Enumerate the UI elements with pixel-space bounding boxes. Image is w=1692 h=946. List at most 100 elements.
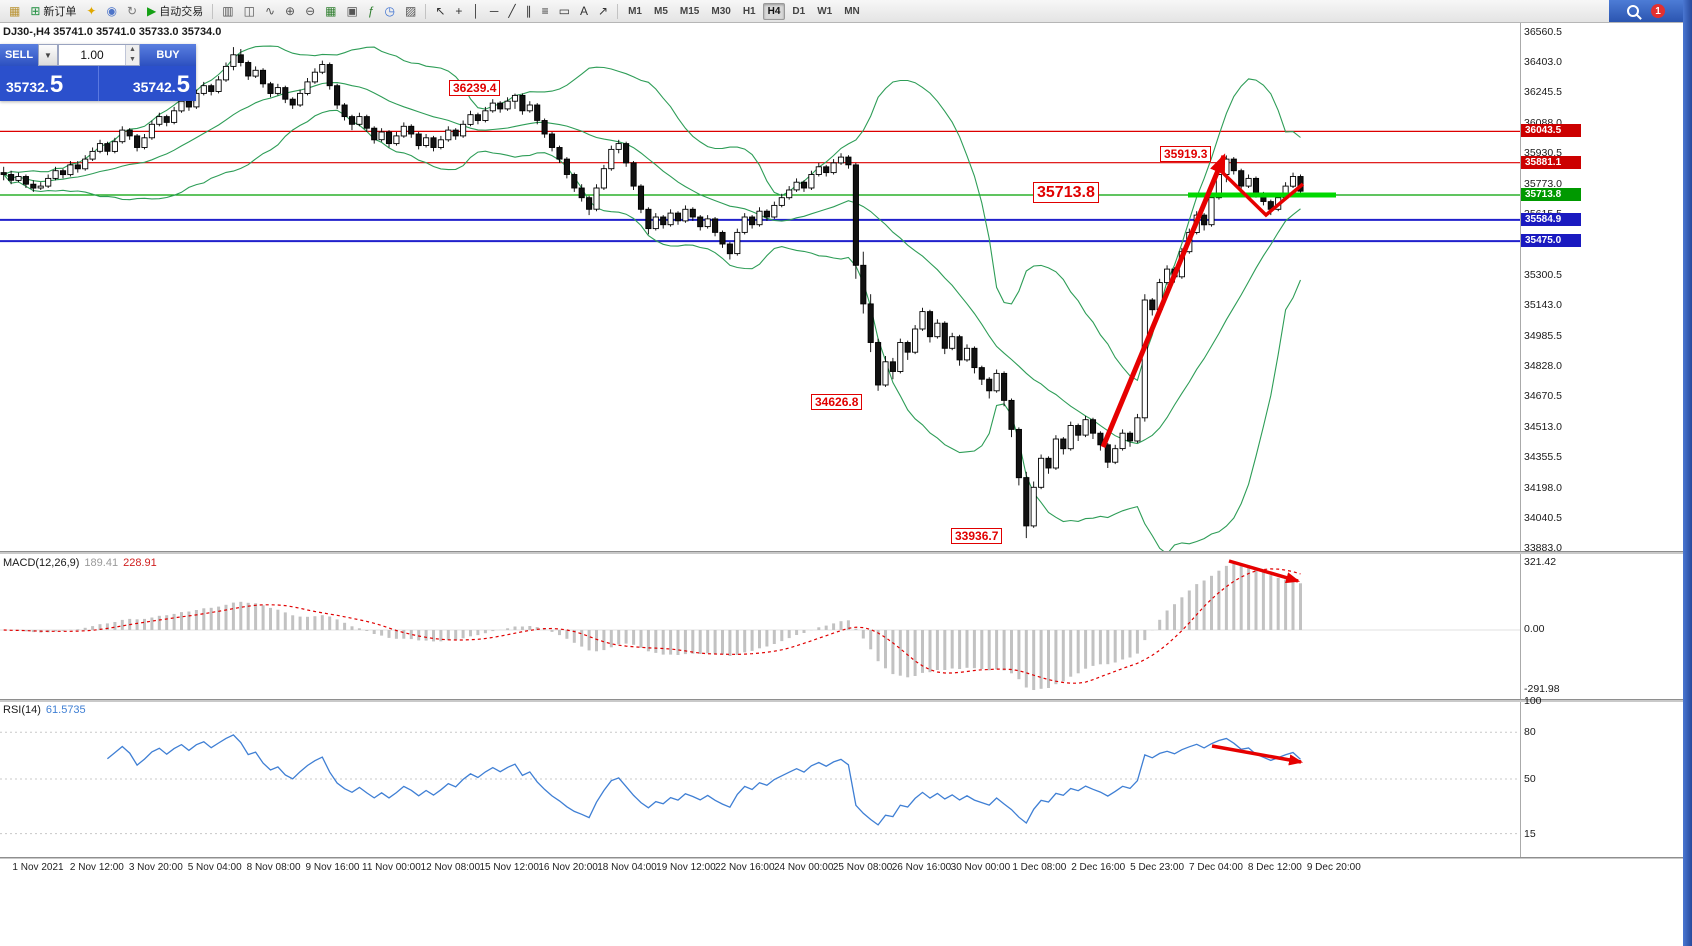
autotrading-button[interactable]: ▶ 自动交易 — [143, 1, 207, 21]
rsi-pane[interactable] — [0, 701, 1520, 857]
timeframe-m5-button[interactable]: M5 — [654, 5, 668, 17]
templates-icon: ▨ — [404, 4, 417, 18]
arrow-tools-icon: ↗ — [598, 4, 609, 18]
toolbar-separator — [425, 3, 427, 19]
price-callout[interactable]: 34626.8 — [811, 394, 863, 410]
rsi-axis-tick: 80 — [1524, 726, 1536, 739]
timeframe-h4-button[interactable]: H4 — [762, 2, 786, 20]
sell-price[interactable]: 35732. 5 — [0, 66, 99, 101]
time-tick: 2 Dec 16:00 — [1071, 862, 1126, 873]
main-chart-pane[interactable] — [0, 22, 1520, 551]
price-tick: 34828.0 — [1524, 360, 1562, 373]
new-chart-button[interactable]: ▦ — [5, 1, 24, 21]
rsi-name: RSI(14) — [3, 704, 41, 716]
price-tick: 34355.5 — [1524, 451, 1562, 464]
notification-badge[interactable]: 1 — [1651, 4, 1665, 18]
macd-pane[interactable] — [0, 553, 1520, 699]
macd-down-arrow[interactable] — [1228, 559, 1301, 584]
timeframe-d1-button[interactable]: D1 — [792, 5, 806, 17]
price-level-badge: 35713.8 — [1521, 188, 1581, 202]
trendline-button[interactable]: ╱ — [504, 1, 519, 21]
timeframe-w1-button[interactable]: W1 — [817, 5, 833, 17]
pane-splitter[interactable] — [0, 551, 1683, 554]
rsi-label: RSI(14) 61.5735 — [3, 704, 86, 716]
zoom-out-icon: ⊖ — [305, 4, 316, 18]
time-tick: 11 Nov 00:00 — [362, 862, 421, 873]
macd-signal-line — [3, 568, 1301, 684]
price-callout[interactable]: 35919.3 — [1160, 146, 1212, 162]
zoom-in-button[interactable]: ⊕ — [281, 1, 299, 21]
timeframe-m1-button[interactable]: M1 — [628, 5, 642, 17]
rsi-axis-tick: 100 — [1524, 695, 1542, 707]
rsi-line — [106, 734, 1301, 826]
trend-up-arrow[interactable] — [1100, 153, 1227, 448]
price-tick: 35300.5 — [1524, 268, 1562, 281]
refresh-icon: ↻ — [126, 4, 138, 18]
rsi-down-arrow[interactable] — [1211, 744, 1304, 766]
candlestick-chart-button[interactable]: ◫ — [240, 1, 259, 21]
volume-input[interactable]: 1.00 ▲ ▼ — [58, 44, 140, 66]
pane-splitter[interactable] — [0, 857, 1683, 860]
timeframe-m30-button[interactable]: M30 — [711, 5, 731, 17]
sell-button[interactable]: SELL — [0, 44, 38, 66]
order-options-dropdown[interactable]: ▼ — [38, 44, 58, 66]
correction-zigzag[interactable] — [1219, 169, 1305, 218]
line-chart-button[interactable]: ∿ — [261, 1, 279, 21]
text-button[interactable]: A — [576, 1, 592, 21]
templates-button[interactable]: ▨ — [401, 1, 420, 21]
channel-button[interactable]: ∥ — [522, 1, 536, 21]
arrow-tools-button[interactable]: ↗ — [594, 1, 612, 21]
new-order-icon: ⊞ — [30, 4, 41, 18]
timeframe-mn-button[interactable]: MN — [844, 5, 860, 17]
macd-axis-tick: 321.42 — [1524, 556, 1557, 568]
new-order-button[interactable]: ⊞ 新订单 — [26, 1, 80, 21]
timeframe-m15-button[interactable]: M15 — [679, 5, 700, 17]
timeframe-h1-button[interactable]: H1 — [742, 5, 756, 17]
cursor-button[interactable]: ↖ — [431, 1, 449, 21]
autotrading-icon: ▶ — [147, 4, 157, 18]
price-callout[interactable]: 35713.8 — [1033, 182, 1099, 203]
community-button[interactable]: ◉ — [102, 1, 120, 21]
horizontal-line-button[interactable]: ─ — [486, 1, 503, 21]
search-icon[interactable] — [1627, 5, 1639, 17]
time-tick: 1 Dec 08:00 — [1012, 862, 1067, 873]
indicators-button[interactable]: ƒ — [364, 1, 379, 21]
tile-windows-button[interactable]: ▦ — [321, 1, 340, 21]
channel-icon: ∥ — [525, 4, 532, 18]
time-tick: 3 Nov 20:00 — [128, 862, 183, 873]
buy-price[interactable]: 35742. 5 — [132, 71, 190, 98]
vertical-line-button[interactable]: │ — [468, 1, 484, 21]
auto-arrange-button[interactable]: ▣ — [342, 1, 361, 21]
time-tick: 5 Dec 23:00 — [1130, 862, 1185, 873]
zoom-out-button[interactable]: ⊖ — [301, 1, 319, 21]
zoom-in-icon: ⊕ — [285, 4, 296, 18]
time-tick: 9 Dec 20:00 — [1306, 862, 1361, 873]
buy-button[interactable]: BUY — [140, 44, 196, 66]
periods-button[interactable]: ◷ — [381, 1, 399, 21]
macd-name: MACD(12,26,9) — [3, 557, 80, 569]
cursor-icon: ↖ — [435, 4, 446, 18]
price-callout[interactable]: 36239.4 — [449, 80, 501, 96]
time-axis[interactable]: 1 Nov 2021 2 Nov 12:00 3 Nov 20:00 5 Nov 04… — [0, 859, 1683, 946]
rsi-axis-tick: 50 — [1524, 773, 1536, 785]
caret-down-icon: ▼ — [44, 50, 52, 60]
bar-chart-button[interactable]: ▥ — [218, 1, 237, 21]
macd-signal-value: 228.91 — [123, 557, 157, 569]
price-tick: 35773.0 — [1524, 177, 1562, 190]
fibonacci-button[interactable]: ≡ — [538, 1, 553, 21]
toolbar-separator — [212, 3, 214, 19]
price-level-badge: 35881.1 — [1521, 155, 1581, 169]
candlestick-chart-icon: ◫ — [243, 4, 255, 18]
shapes-button[interactable]: ▭ — [555, 1, 574, 21]
pane-splitter[interactable] — [0, 699, 1683, 702]
volume-value: 1.00 — [80, 48, 104, 62]
metaeditor-button[interactable]: ✦ — [82, 1, 100, 21]
refresh-button[interactable]: ↻ — [123, 1, 141, 21]
candles — [0, 47, 1304, 539]
crosshair-button[interactable]: + — [451, 1, 466, 21]
volume-spinner[interactable]: ▲ ▼ — [125, 45, 139, 65]
price-callout[interactable]: 33936.7 — [951, 528, 1003, 544]
price-tick: 36560.5 — [1524, 25, 1562, 38]
one-click-trading-panel: SELL ▼ 1.00 ▲ ▼ BUY 35732. 5 35742. 5 — [0, 44, 196, 101]
auto-arrange-icon: ▣ — [346, 4, 358, 18]
